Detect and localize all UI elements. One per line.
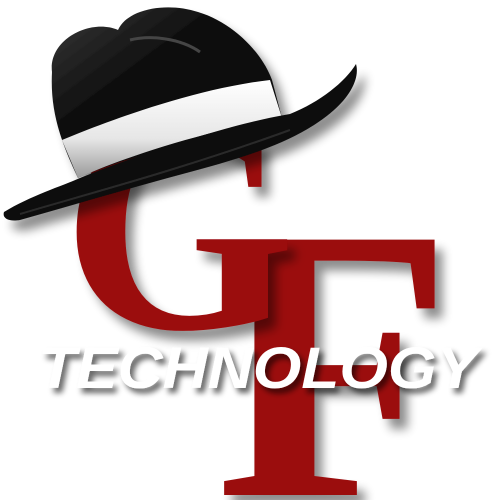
fedora-hat-icon (3, 7, 357, 221)
letter-f: F (215, 148, 453, 500)
tagline-text: TECHNOLOGY (38, 336, 484, 401)
